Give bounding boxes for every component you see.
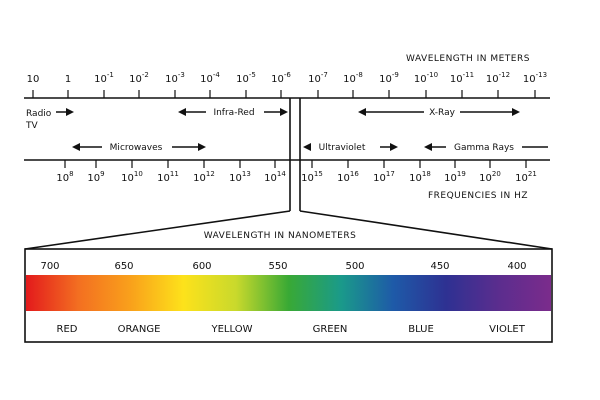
microwaves-arrow (72, 143, 206, 151)
frequency-tick-label-3: 1011 (157, 170, 179, 184)
region-label-xray: X-Ray (429, 108, 456, 118)
visible-light-connector (24, 98, 553, 250)
visible-spectrum-box (24, 248, 553, 343)
frequency-axis-title: FREQUENCIES IN HZ (428, 191, 528, 201)
frequency-tick-label-5: 1013 (229, 170, 251, 184)
frequency-tick-label-6: 1014 (264, 170, 286, 184)
ultraviolet-arrow (303, 143, 398, 151)
wavelength-tick-label-10: 10-9 (379, 71, 399, 85)
color-names: RED ORANGE YELLOW GREEN BLUE VIOLET (57, 324, 526, 335)
radio-arrow (56, 108, 74, 116)
wavelength-tick-label-2: 10-1 (94, 71, 114, 85)
wavelength-tick-label-3: 10-2 (129, 71, 149, 85)
wavelength-tick-label-7: 10-6 (271, 71, 291, 85)
wavelength-tick-labels: 10 1 10-1 10-2 10-3 10-4 10-5 10-6 10-7 10-8 10-9 1… (27, 71, 547, 85)
frequency-tick-label-4: 1012 (193, 170, 215, 184)
color-name-red: RED (57, 324, 78, 335)
wavelength-axis-title: WAVELENGTH IN METERS (406, 54, 530, 64)
nanometer-label-0: 700 (40, 261, 59, 272)
nanometer-label-1: 650 (114, 261, 133, 272)
frequency-tick-label-11: 1019 (444, 170, 466, 184)
frequency-tick-label-13: 1021 (515, 170, 537, 184)
nanometer-label-2: 600 (192, 261, 211, 272)
color-name-yellow: YELLOW (211, 324, 253, 335)
wavelength-tick-label-1: 1 (65, 74, 71, 85)
gamma-arrow (424, 143, 548, 151)
wavelength-tick-label-0: 10 (27, 74, 40, 85)
visible-spectrum-gradient (26, 275, 551, 311)
frequency-tick-label-2: 1010 (121, 170, 143, 184)
wavelength-tick-label-8: 10-7 (308, 71, 328, 85)
color-name-orange: ORANGE (118, 324, 161, 335)
frequency-tick-label-12: 1020 (479, 170, 501, 184)
nanometer-label-3: 550 (268, 261, 287, 272)
region-label-ultraviolet: Ultraviolet (319, 143, 366, 153)
frequency-ticks (64, 160, 527, 168)
frequency-tick-label-0: 108 (56, 170, 73, 184)
region-label-tv: TV (25, 121, 38, 131)
frequency-tick-label-7: 1015 (301, 170, 323, 184)
xray-arrow (358, 108, 520, 116)
wavelength-ticks (32, 90, 536, 98)
wavelength-tick-label-5: 10-4 (200, 71, 220, 85)
wavelength-tick-label-9: 10-8 (343, 71, 363, 85)
nanometer-labels: 700 650 600 550 500 450 400 (40, 261, 526, 272)
wavelength-tick-label-11: 10-10 (414, 71, 438, 85)
frequency-tick-label-9: 1017 (373, 170, 395, 184)
color-name-blue: BLUE (408, 324, 434, 335)
frequency-tick-label-1: 109 (87, 170, 104, 184)
region-label-gamma: Gamma Rays (454, 143, 514, 153)
frequency-tick-labels: 108 109 1010 1011 1012 1013 1014 1015 1016 1017 10… (56, 170, 536, 184)
infrared-arrow (178, 108, 288, 116)
region-label-microwaves: Microwaves (110, 143, 163, 153)
wavelength-tick-label-6: 10-5 (236, 71, 256, 85)
color-name-green: GREEN (313, 324, 348, 335)
color-name-violet: VIOLET (489, 324, 526, 335)
wavelength-tick-label-12: 10-11 (450, 71, 474, 85)
region-label-infrared: Infra-Red (213, 108, 254, 118)
wavelength-tick-label-14: 10-13 (523, 71, 547, 85)
nanometer-label-6: 400 (507, 261, 526, 272)
wavelength-tick-label-4: 10-3 (165, 71, 185, 85)
nanometers-title: WAVELENGTH IN NANOMETERS (204, 231, 357, 241)
region-label-radio: Radio (26, 109, 52, 119)
wavelength-tick-label-13: 10-12 (486, 71, 510, 85)
nanometer-label-4: 500 (345, 261, 364, 272)
nanometer-label-5: 450 (430, 261, 449, 272)
frequency-tick-label-8: 1016 (337, 170, 359, 184)
frequency-tick-label-10: 1018 (409, 170, 431, 184)
